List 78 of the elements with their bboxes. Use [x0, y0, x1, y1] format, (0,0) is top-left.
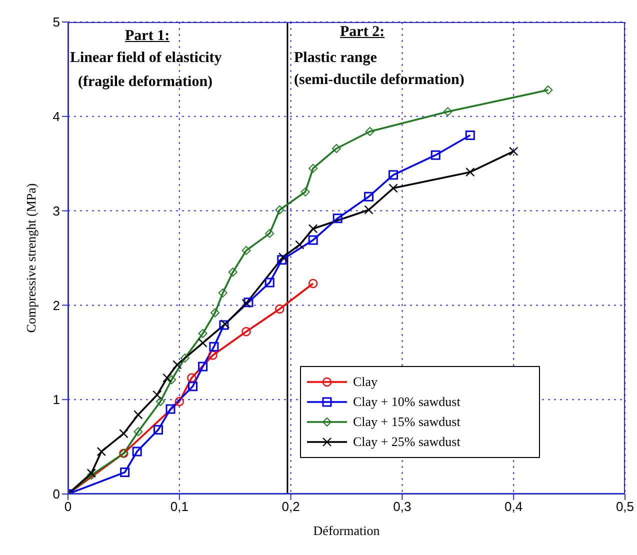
point: [544, 85, 553, 94]
point: [153, 425, 163, 435]
point: [172, 360, 182, 370]
point: [275, 205, 284, 214]
point: [187, 373, 196, 382]
point: [308, 278, 318, 288]
x-tick-label: 0,2: [282, 499, 300, 514]
point: [332, 214, 342, 224]
point: [277, 255, 287, 265]
x-tick-label: 0,3: [393, 499, 412, 514]
point: [364, 192, 374, 202]
point: [180, 354, 190, 363]
point: [300, 187, 310, 196]
point: [332, 144, 341, 153]
annotation: Part 2:: [340, 24, 385, 41]
point: [308, 235, 318, 245]
y-tick-label: 0: [52, 486, 60, 502]
point: [242, 298, 251, 308]
point: [152, 390, 162, 400]
y-tick-label: 2: [52, 298, 60, 313]
point: [365, 127, 374, 136]
point: [242, 246, 251, 255]
point: [132, 446, 142, 456]
x-tick-label: 0,4: [504, 499, 523, 514]
point: [167, 375, 176, 384]
annotation: Plastic range: [294, 50, 377, 67]
y-tick-label: 5: [52, 14, 60, 30]
point: [264, 278, 274, 288]
point: [244, 298, 254, 308]
point: [156, 396, 165, 406]
annotation: (fragile deformation): [78, 74, 213, 91]
point: [388, 170, 398, 180]
point: [119, 428, 128, 438]
annotation: Part 1:: [125, 28, 170, 45]
point: [308, 164, 318, 173]
legend-label: Clay + 25% sawdust: [353, 433, 460, 451]
point: [308, 224, 318, 234]
point: [275, 304, 284, 314]
legend-label: Clay: [353, 373, 378, 391]
x-tick-label: 0,1: [170, 499, 188, 514]
point: [198, 329, 208, 338]
point: [465, 130, 475, 140]
point: [364, 205, 374, 214]
point: [209, 342, 219, 352]
point: [278, 252, 288, 262]
point: [443, 107, 452, 116]
point: [242, 327, 251, 336]
x-axis-title: Déformation: [313, 523, 380, 538]
y-tick-label: 3: [52, 203, 60, 218]
point: [134, 410, 143, 420]
point: [388, 184, 398, 193]
point: [265, 228, 274, 238]
point: [166, 404, 176, 414]
point: [134, 427, 143, 436]
point: [208, 350, 218, 360]
y-tick-label: 1: [52, 392, 60, 408]
point: [174, 396, 184, 406]
point: [96, 446, 106, 456]
point: [198, 362, 208, 372]
point: [162, 373, 172, 382]
legend-label: Clay + 15% sawdust: [353, 413, 460, 431]
point: [228, 268, 238, 277]
x-tick-label: 0: [64, 499, 72, 514]
point: [188, 382, 198, 392]
point: [466, 167, 475, 177]
legend-label: Clay + 10% sawdust: [353, 393, 460, 411]
annotation: Linear field of elasticity: [70, 50, 222, 67]
point: [120, 468, 130, 478]
point: [430, 150, 440, 160]
point: [198, 338, 208, 348]
point: [295, 240, 304, 250]
x-tick-label: 0,5: [616, 499, 634, 514]
y-axis-title: Compressive strenght (MPa): [24, 183, 39, 333]
point: [218, 288, 228, 298]
point: [210, 308, 220, 318]
y-tick-label: 4: [52, 109, 60, 124]
annotation: (semi-ductile deformation): [294, 72, 464, 89]
point: [509, 146, 518, 156]
